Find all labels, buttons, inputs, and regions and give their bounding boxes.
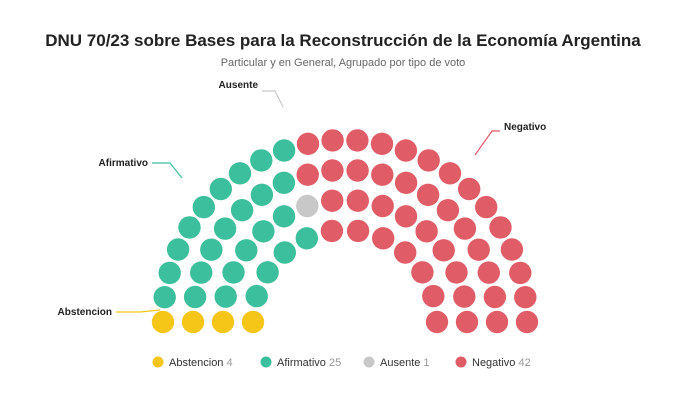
annotation-afirmativo: Afirmativo: [99, 158, 148, 169]
seat-afirmativo: [272, 171, 296, 194]
seat-abstencion: [241, 310, 265, 334]
seat-afirmativo: [190, 261, 213, 284]
seat-negativo: [500, 238, 524, 261]
seat-negativo: [346, 129, 369, 152]
seat-negativo: [394, 171, 418, 194]
seat-afirmativo: [273, 241, 296, 264]
seat-afirmativo: [252, 220, 275, 243]
seat-negativo: [415, 220, 438, 243]
seat-negativo: [514, 286, 537, 309]
seat-negativo: [438, 162, 462, 185]
seat-negativo: [422, 284, 445, 308]
seat-negativo: [477, 261, 500, 284]
seat-afirmativo: [153, 286, 176, 309]
seat-afirmativo: [256, 261, 279, 284]
legend-label-ausente: Ausente 1: [380, 357, 430, 369]
seat-negativo: [509, 261, 532, 285]
legend-marker-negativo: [455, 356, 467, 368]
seat-afirmativo: [178, 216, 201, 239]
seat-afirmativo: [213, 217, 237, 240]
seat-afirmativo: [166, 238, 190, 261]
annotation-negativo: Negativo: [504, 122, 546, 133]
legend-marker-ausente: [363, 356, 375, 368]
legend-item-afirmativo[interactable]: Afirmativo 25: [260, 356, 342, 370]
seat-abstencion: [151, 310, 175, 334]
seat-afirmativo: [200, 238, 223, 261]
seat-negativo: [371, 163, 394, 186]
seat-negativo: [321, 189, 344, 212]
seat-negativo: [483, 285, 507, 309]
seat-negativo: [321, 159, 344, 182]
seat-negativo: [370, 132, 394, 155]
seat-afirmativo: [250, 183, 274, 206]
seat-afirmativo: [183, 285, 207, 309]
annotation-line-afirmativo: [152, 162, 183, 179]
legend-marker-abstencion: [152, 356, 164, 368]
seat-negativo: [296, 163, 319, 186]
seat-abstencion: [211, 310, 235, 334]
seat-afirmativo: [209, 177, 232, 201]
seat-negativo: [372, 227, 395, 250]
seat-negativo: [321, 129, 344, 152]
seat-negativo: [394, 241, 417, 264]
seat-negativo: [425, 310, 449, 334]
seat-afirmativo: [245, 284, 268, 308]
seat-negativo: [411, 261, 434, 284]
seat-ausente: [296, 194, 319, 218]
seat-afirmativo: [272, 205, 296, 228]
legend-marker-afirmativo: [260, 356, 272, 368]
seat-afirmativo: [158, 261, 181, 285]
annotation-line-ausente: [262, 90, 284, 108]
seat-negativo: [394, 139, 418, 162]
legend-item-abstencion[interactable]: Abstencion 4: [152, 356, 233, 370]
seat-negativo: [467, 238, 490, 261]
legend-item-ausente[interactable]: Ausente 1: [363, 356, 430, 370]
seat-negativo: [346, 159, 369, 182]
seat-negativo: [346, 189, 369, 212]
seat-negativo: [296, 132, 320, 155]
seat-negativo: [445, 261, 468, 284]
seat-negativo: [346, 219, 370, 243]
seat-afirmativo: [235, 239, 258, 262]
chart-subtitle: Particular y en General, Agrupado por ti…: [220, 57, 466, 69]
seat-negativo: [371, 194, 394, 218]
seat-afirmativo: [222, 261, 245, 284]
seat-negativo: [432, 239, 455, 262]
annotation-line-abstencion: [116, 309, 161, 313]
seat-negativo: [515, 310, 539, 334]
seat-negativo: [453, 285, 476, 308]
seat-afirmativo: [192, 195, 215, 219]
seat-negativo: [416, 183, 440, 206]
seat-afirmativo: [228, 162, 252, 185]
seat-negativo: [475, 195, 498, 219]
seat-afirmativo: [250, 149, 273, 172]
seat-afirmativo: [214, 285, 237, 308]
seat-negativo: [458, 177, 481, 201]
seat-negativo: [455, 310, 479, 334]
legend-label-abstencion: Abstencion 4: [169, 357, 233, 369]
seat-negativo: [436, 199, 460, 222]
annotation-abstencion: Abstencion: [58, 307, 112, 318]
seat-negativo: [320, 219, 344, 243]
chart-title: DNU 70/23 sobre Bases para la Reconstruc…: [45, 31, 641, 50]
seat-abstencion: [181, 310, 205, 334]
seat-afirmativo: [272, 139, 296, 162]
seat-negativo: [489, 216, 512, 239]
seat-negativo: [485, 310, 509, 334]
seat-negativo: [417, 149, 440, 172]
seat-afirmativo: [230, 199, 254, 222]
legend-item-negativo[interactable]: Negativo 42: [455, 356, 531, 370]
seat-negativo: [394, 205, 418, 228]
legend-label-negativo: Negativo 42: [472, 357, 531, 369]
annotation-ausente: Ausente: [219, 80, 259, 91]
seat-negativo: [453, 217, 477, 240]
legend-label-afirmativo: Afirmativo 25: [277, 357, 341, 369]
seat-afirmativo: [295, 227, 318, 250]
annotation-line-negativo: [474, 130, 500, 156]
